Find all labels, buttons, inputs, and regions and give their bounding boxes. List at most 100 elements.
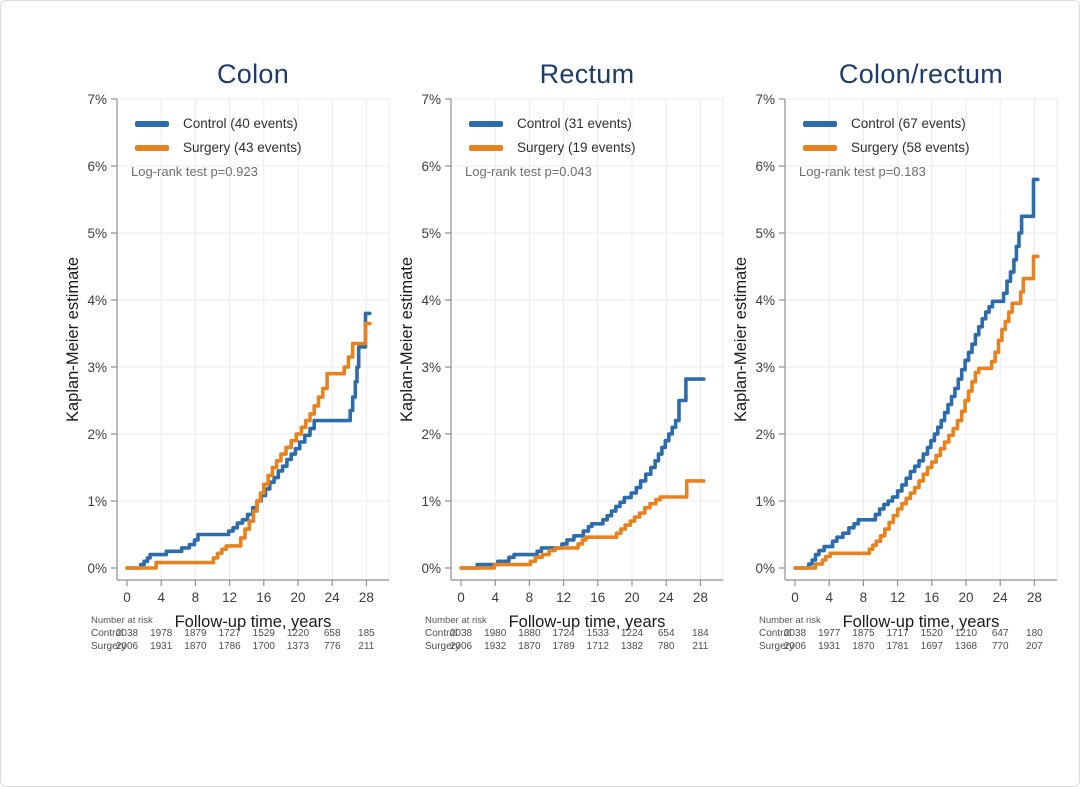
plot-area-colon-rectum: 0% 1% 2% 3% 4% 5% 6% 7% 0 4 8 12 16 20 24 28 Follow-up t…: [731, 92, 1063, 644]
x-axis-title: Follow-up time, years: [175, 613, 332, 631]
y-tick-label: 4%: [755, 293, 775, 308]
risk-value: 1724: [552, 628, 575, 639]
legend-label-surgery: Surgery (43 events): [183, 140, 302, 155]
risk-value: 1879: [184, 628, 207, 639]
legend-entry-control: Control (40 events): [135, 116, 302, 131]
risk-row-label-control: Control: [91, 628, 124, 639]
risk-value: 1220: [286, 628, 310, 639]
y-tick-label: 2%: [87, 427, 107, 442]
surgery-line-swatch: [469, 144, 503, 151]
legend-label-control: Control (31 events): [517, 116, 632, 131]
y-tick-label: 7%: [755, 92, 775, 107]
legend-label-control: Control (67 events): [851, 116, 966, 131]
risk-value: 1727: [218, 628, 241, 639]
x-tick-label: 0: [791, 590, 799, 605]
y-tick-label: 2%: [755, 427, 775, 442]
risk-value: 1520: [920, 628, 943, 639]
risk-value: 1870: [852, 641, 875, 652]
control-line-swatch: [135, 120, 169, 127]
km-plot-colon-rectum: 0% 1% 2% 3% 4% 5% 6% 7% 0 4 8 12 16 20 24 28 Follow-up t…: [732, 92, 1058, 631]
y-axis-title: Kaplan-Meier estimate: [398, 257, 416, 422]
plot-area-rectum: 0% 1% 2% 3% 4% 5% 6% 7% 0 4 8 12 16 20 24 28 Follow-up t…: [397, 92, 729, 644]
x-tick-label: 20: [290, 590, 305, 605]
risk-value: 184: [692, 628, 709, 639]
y-tick-label: 3%: [421, 360, 441, 375]
x-tick-label: 4: [825, 590, 833, 605]
y-tick-label: 5%: [87, 226, 107, 241]
surgery-line-swatch: [135, 144, 169, 151]
km-plot-rectum: 0% 1% 2% 3% 4% 5% 6% 7% 0 4 8 12 16 20 24 28 Follow-up t…: [398, 92, 724, 631]
risk-row-label-surgery: Surgery: [425, 641, 461, 652]
y-tick-label: 0%: [421, 561, 441, 576]
x-tick-label: 8: [192, 590, 200, 605]
y-tick-label: 6%: [421, 159, 441, 174]
x-tick-label: 24: [325, 590, 341, 605]
km-plot-colon: 0% 1% 2% 3% 4% 5% 6% 7% 0 4 8 12 16 20 24 28 Follow-up t…: [64, 92, 390, 631]
risk-value: 780: [657, 641, 675, 652]
km-curve-surgery: [793, 254, 1040, 570]
risk-value: 211: [692, 641, 709, 652]
risk-value: 1382: [620, 641, 644, 652]
y-tick-label: 6%: [87, 159, 107, 174]
x-tick-label: 16: [590, 590, 605, 605]
risk-value: 1781: [886, 641, 909, 652]
risk-value: 1210: [954, 628, 978, 639]
y-tick-label: 6%: [755, 159, 775, 174]
risk-value: 1717: [886, 628, 909, 639]
x-tick-label: 20: [624, 590, 639, 605]
risk-value: 654: [657, 628, 675, 639]
risk-value: 1529: [252, 628, 275, 639]
y-axis-title: Kaplan-Meier estimate: [64, 257, 82, 422]
risk-value: 1977: [818, 628, 841, 639]
legend-rectum: Control (31 events) Surgery (19 events) …: [465, 116, 636, 179]
log-rank-text: Log-rank test p=0.043: [465, 164, 592, 179]
risk-value: 1789: [552, 641, 575, 652]
risk-value: 1700: [252, 641, 275, 652]
risk-value: 1712: [586, 641, 609, 652]
risk-value: 2038: [783, 628, 807, 639]
km-panel-rectum: Rectum 0% 1% 2% 3% 4% 5% 6% 7% 0 4 8 12 16 20 24 28 Foll…: [397, 59, 729, 719]
x-tick-label: 12: [222, 590, 237, 605]
x-tick-label: 0: [123, 590, 131, 605]
risk-value: 1880: [518, 628, 541, 639]
legend-label-surgery: Surgery (58 events): [851, 140, 970, 155]
legend-label-surgery: Surgery (19 events): [517, 140, 636, 155]
legend-entry-surgery: Surgery (19 events): [469, 140, 636, 155]
legend-entry-surgery: Surgery (43 events): [135, 140, 302, 155]
x-tick-label: 16: [256, 590, 271, 605]
panel-title-rectum: Rectum: [539, 59, 635, 89]
number-at-risk-header: Number at risk: [759, 615, 821, 626]
x-tick-label: 16: [924, 590, 939, 605]
y-tick-label: 4%: [87, 293, 107, 308]
legend-label-control: Control (40 events): [183, 116, 298, 131]
number-at-risk-table-colon-rectum: Number at risk Control 2038 1977 1875 1717 15…: [731, 615, 1063, 685]
number-at-risk-header: Number at risk: [425, 615, 487, 626]
risk-value: 776: [323, 641, 341, 652]
x-tick-label: 4: [491, 590, 499, 605]
risk-value: 1932: [484, 641, 507, 652]
risk-value: 1697: [920, 641, 943, 652]
y-tick-label: 0%: [87, 561, 107, 576]
log-rank-text: Log-rank test p=0.183: [799, 164, 926, 179]
x-tick-label: 24: [993, 590, 1009, 605]
x-tick-label: 12: [556, 590, 571, 605]
risk-value: 1978: [150, 628, 173, 639]
legend-entry-control: Control (67 events): [803, 116, 970, 131]
risk-value: 2038: [115, 628, 139, 639]
control-line-swatch: [469, 120, 503, 127]
x-axis-title: Follow-up time, years: [509, 613, 666, 631]
x-axis-title: Follow-up time, years: [843, 613, 1000, 631]
risk-value: 207: [1026, 641, 1043, 652]
km-curve-surgery: [459, 479, 706, 570]
risk-value: 180: [1026, 628, 1043, 639]
y-tick-label: 3%: [755, 360, 775, 375]
number-at-risk-header: Number at risk: [91, 615, 153, 626]
risk-value: 1224: [620, 628, 644, 639]
y-tick-label: 1%: [421, 494, 441, 509]
y-tick-label: 0%: [755, 561, 775, 576]
y-tick-label: 2%: [421, 427, 441, 442]
x-tick-label: 8: [526, 590, 534, 605]
risk-row-label-control: Control: [759, 628, 792, 639]
x-tick-label: 28: [1027, 590, 1042, 605]
risk-row-label-surgery: Surgery: [91, 641, 127, 652]
